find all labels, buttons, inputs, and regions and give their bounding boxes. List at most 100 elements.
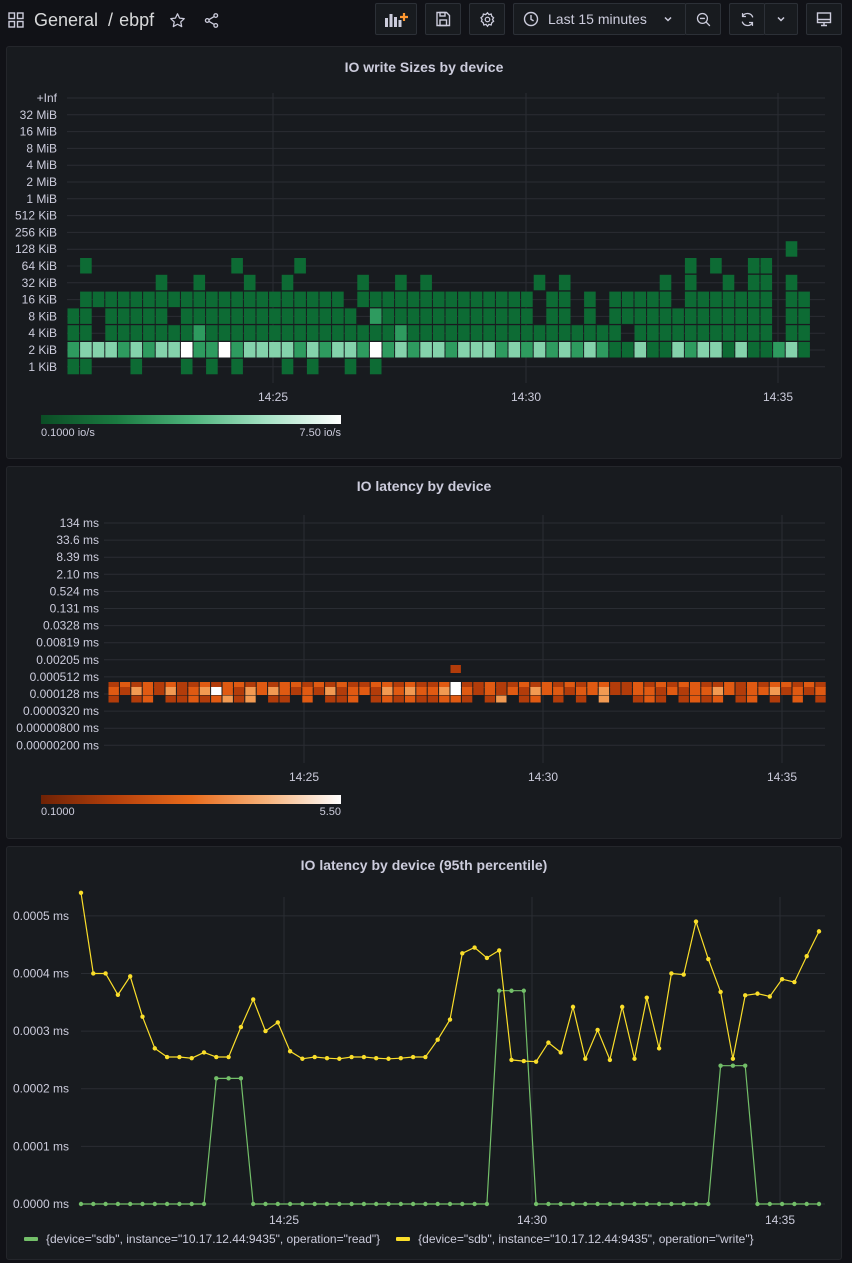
heatmap-cell	[165, 682, 176, 688]
heatmap-cell	[769, 695, 781, 703]
heatmap-cell	[632, 682, 644, 688]
data-point-write	[620, 1004, 625, 1010]
heatmap-cell	[218, 308, 231, 324]
heatmap-cell	[142, 695, 154, 703]
heatmap-cell	[105, 291, 117, 308]
data-point-write	[300, 1056, 305, 1061]
heatmap-cell	[193, 342, 206, 358]
zoom-out-button[interactable]	[685, 3, 721, 35]
color-legend-min: 0.1000	[41, 806, 75, 818]
dashboard-title[interactable]: ebpf	[119, 9, 155, 30]
heatmap-cell	[281, 308, 294, 324]
dashboard-grid-icon[interactable]	[6, 10, 26, 30]
heatmap-cell	[644, 687, 655, 695]
heatmap-cell	[461, 687, 473, 695]
dashboard-settings-button[interactable]	[469, 3, 505, 35]
heatmap-cell	[747, 274, 760, 291]
heatmap-cell	[609, 291, 621, 308]
heatmap-cell	[735, 695, 746, 703]
heatmap-cell	[130, 342, 143, 358]
heatmap-cell	[655, 682, 667, 688]
color-legend-gradient	[41, 415, 341, 424]
breadcrumb-folder[interactable]: General	[34, 9, 99, 30]
heatmap-cell	[416, 695, 427, 703]
heatmap-cell	[647, 342, 659, 358]
heatmap-cell	[306, 358, 319, 375]
heatmap-cell	[142, 687, 154, 695]
data-point-read	[558, 1201, 563, 1207]
refresh-button[interactable]	[729, 3, 765, 35]
heatmap-cell	[432, 342, 445, 358]
data-point-write	[718, 989, 723, 995]
heatmap-cell	[484, 682, 496, 688]
data-point-write	[337, 1056, 342, 1061]
heatmap-cell	[584, 325, 596, 341]
data-point-read	[386, 1201, 391, 1207]
heatmap-cell	[193, 308, 206, 324]
data-point-write	[287, 1049, 293, 1054]
y-tick-label: +Inf	[37, 91, 58, 105]
data-point-write	[312, 1054, 317, 1060]
heatmap-cell	[243, 325, 256, 341]
add-panel-button[interactable]	[375, 3, 417, 35]
heatmap-cell	[325, 687, 336, 695]
heatmap-cell	[357, 342, 369, 358]
heatmap-cell	[521, 325, 533, 341]
heatmap-cell	[632, 687, 644, 695]
y-tick-label: 0.0328 ms	[43, 619, 99, 633]
legend-item-read[interactable]: {device="sdb", instance="10.17.12.44:943…	[24, 1232, 380, 1246]
heatmap-cell	[218, 291, 231, 308]
refresh-icon	[739, 11, 756, 28]
time-range-picker[interactable]: Last 15 minutes	[513, 3, 686, 35]
heatmap-cell	[450, 687, 461, 695]
heatmap-cell	[382, 325, 395, 341]
heatmap-cell	[439, 695, 450, 703]
heatmap-cell	[769, 682, 781, 688]
heatmap-cell	[370, 682, 382, 688]
heatmap-cell	[222, 687, 233, 695]
heatmap-cell	[659, 291, 672, 308]
heatmap-cell	[369, 358, 382, 375]
heatmap-cell	[245, 687, 256, 695]
heatmap-cell	[382, 308, 395, 324]
heatmap-cell	[634, 325, 647, 341]
refresh-interval-dropdown[interactable]	[764, 3, 798, 35]
heatmap-cell	[445, 308, 458, 324]
data-point-read	[201, 1201, 207, 1207]
heatmap-cell	[231, 258, 243, 274]
data-point-read	[103, 1201, 108, 1207]
heatmap-cell	[553, 682, 564, 688]
heatmap-cell	[781, 682, 792, 688]
heatmap-cell	[558, 291, 571, 308]
heatmap-cell	[798, 342, 810, 358]
share-icon[interactable]	[202, 11, 220, 29]
heatmap-cell	[420, 325, 432, 341]
data-point-write	[656, 1046, 662, 1051]
clock-icon	[523, 11, 539, 27]
heatmap-cell	[785, 325, 798, 341]
heatmap-cell	[710, 291, 722, 308]
heatmap-cell	[747, 308, 760, 324]
data-point-read	[361, 1201, 367, 1207]
heatmap-cell	[332, 291, 344, 308]
data-point-read	[804, 1201, 809, 1207]
heatmap-cell	[587, 682, 598, 688]
data-point-write	[595, 1027, 600, 1033]
heatmap-cell	[785, 241, 798, 257]
heatmap-cell	[176, 682, 188, 688]
heatmap-cell	[130, 325, 143, 341]
data-point-write	[792, 979, 797, 985]
data-point-write	[251, 997, 256, 1002]
y-tick-label: 0.524 ms	[50, 584, 99, 598]
heatmap-cell	[785, 342, 798, 358]
data-point-read	[312, 1201, 317, 1207]
heatmap-cell	[710, 308, 722, 324]
legend-item-write[interactable]: {device="sdb", instance="10.17.12.44:943…	[396, 1232, 754, 1246]
heatmap-cell	[395, 274, 407, 291]
star-icon[interactable]	[168, 11, 186, 29]
save-dashboard-button[interactable]	[425, 3, 461, 35]
heatmap-cell	[117, 342, 130, 358]
heatmap-cell	[684, 342, 697, 358]
tv-mode-button[interactable]	[806, 3, 842, 35]
heatmap-cell	[533, 342, 546, 358]
